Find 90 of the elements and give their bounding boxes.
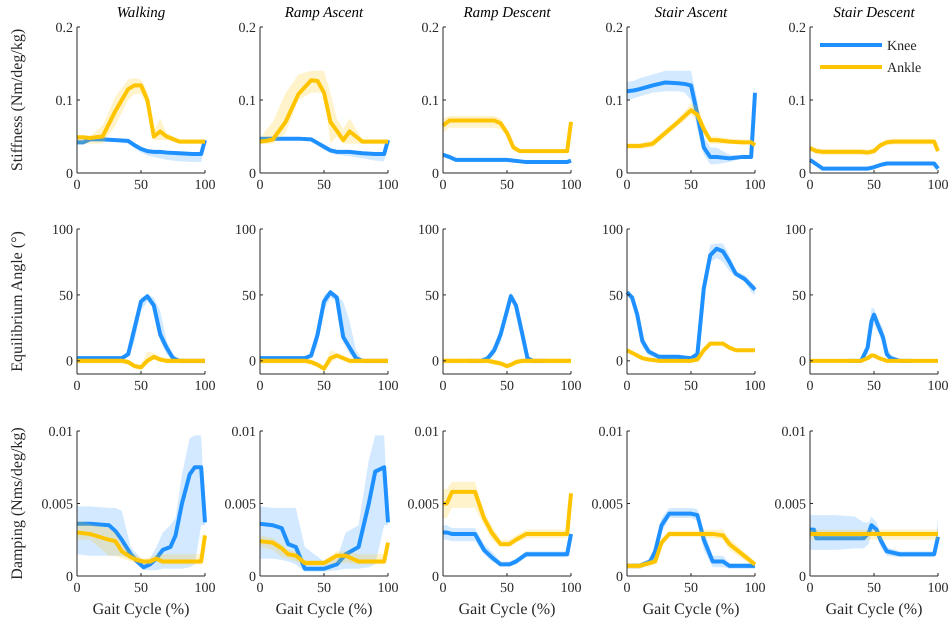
x-tick-label: 100 (744, 379, 766, 394)
y-tick-label: 0.005 (224, 497, 256, 512)
x-tick-label: 50 (317, 581, 331, 596)
legend-label: Knee (887, 38, 917, 54)
y-tick-label: 0 (66, 354, 73, 370)
y-tick-label: 0.005 (408, 497, 439, 512)
y-tick-label: 0 (249, 570, 256, 585)
x-tick-label: 50 (867, 581, 881, 596)
chart-title: Walking (116, 5, 166, 21)
x-tick-label: 50 (317, 379, 331, 394)
x-tick-label: 50 (317, 178, 331, 193)
y-tick-label: 0.01 (414, 424, 439, 440)
y-tick-label: 0 (799, 570, 806, 585)
x-tick-label: 50 (134, 178, 148, 193)
y-tick-label: 0.2 (56, 20, 73, 36)
chart-title: Stair Ascent (654, 5, 728, 21)
x-tick-label: 100 (194, 178, 216, 193)
y-tick-label: 0.2 (422, 20, 439, 36)
y-tick-label: 0 (616, 570, 623, 585)
y-tick-label: 100 (418, 222, 439, 238)
x-tick-label: 100 (378, 379, 398, 394)
chart-title: Ramp Descent (462, 5, 552, 21)
y-tick-label: 0 (616, 354, 623, 370)
y-tick-label: 50 (792, 288, 806, 304)
y-tick-label: 0.2 (606, 20, 623, 36)
x-tick-label: 50 (684, 379, 698, 394)
x-axis-title: Gait Cycle (%) (826, 601, 922, 618)
x-tick-label: 100 (560, 379, 582, 394)
y-tick-label: 0 (249, 166, 256, 182)
y-tick-label: 0.005 (42, 497, 73, 512)
x-tick-label: 100 (928, 379, 948, 394)
y-tick-label: 50 (59, 288, 73, 304)
x-axis-title: Gait Cycle (%) (642, 601, 740, 618)
y-tick-label: 0.1 (606, 94, 623, 109)
y-tick-label: 0 (249, 354, 256, 370)
y-tick-label: 100 (602, 222, 623, 238)
y-axis-title: Stiffness (Nm/deg/kg) (9, 28, 26, 172)
y-axis-title: Damping (Nms/deg/kg) (9, 427, 26, 580)
y-tick-label: 100 (52, 222, 73, 238)
x-tick-label: 50 (134, 379, 148, 394)
x-tick-label: 50 (500, 178, 514, 193)
y-tick-label: 0.2 (238, 20, 256, 36)
x-tick-label: 50 (684, 581, 698, 596)
x-tick-label: 100 (928, 178, 948, 193)
x-axis-title: Gait Cycle (%) (92, 601, 190, 618)
chart-title: Stair Descent (833, 5, 916, 21)
y-tick-label: 0.005 (592, 497, 623, 512)
y-tick-label: 0 (432, 354, 439, 370)
y-tick-label: 0.1 (56, 94, 73, 109)
x-tick-label: 50 (134, 581, 148, 596)
y-tick-label: 0.005 (774, 497, 806, 512)
y-tick-label: 0 (66, 570, 73, 585)
x-tick-label: 50 (500, 581, 514, 596)
y-tick-label: 0.01 (232, 424, 256, 440)
y-axis-title: Equilibrium Angle (°) (9, 231, 26, 372)
y-tick-label: 0 (432, 570, 439, 585)
y-tick-label: 0 (799, 354, 806, 370)
y-tick-label: 0.01 (598, 424, 623, 440)
y-tick-label: 0 (616, 166, 623, 182)
x-tick-label: 50 (867, 379, 881, 394)
y-tick-label: 0.2 (788, 20, 806, 36)
x-tick-label: 100 (378, 581, 398, 596)
x-tick-label: 100 (194, 581, 216, 596)
x-axis-title: Gait Cycle (%) (458, 601, 556, 618)
y-tick-label: 0.1 (238, 94, 256, 109)
y-tick-label: 100 (785, 222, 806, 238)
x-tick-label: 100 (744, 581, 766, 596)
x-tick-label: 100 (744, 178, 766, 193)
x-tick-label: 50 (500, 379, 514, 394)
legend-label: Ankle (887, 60, 922, 76)
x-tick-label: 100 (194, 379, 216, 394)
x-tick-label: 100 (378, 178, 398, 193)
y-tick-label: 0 (66, 166, 73, 182)
y-tick-label: 0 (432, 166, 439, 182)
y-tick-label: 50 (242, 288, 256, 304)
x-tick-label: 100 (928, 581, 948, 596)
y-tick-label: 50 (609, 288, 623, 304)
x-tick-label: 100 (560, 178, 582, 193)
x-tick-label: 50 (867, 178, 881, 193)
y-tick-label: 50 (425, 288, 439, 304)
x-axis-title: Gait Cycle (%) (276, 601, 372, 618)
y-tick-label: 0.01 (782, 424, 806, 440)
y-tick-label: 0 (799, 166, 806, 182)
chart-title: Ramp Ascent (284, 5, 364, 21)
y-tick-label: 0.01 (48, 424, 73, 440)
x-tick-label: 100 (560, 581, 582, 596)
y-tick-label: 0.1 (788, 94, 806, 109)
y-tick-label: 100 (235, 222, 256, 238)
y-tick-label: 0.1 (422, 94, 439, 109)
x-tick-label: 50 (684, 178, 698, 193)
